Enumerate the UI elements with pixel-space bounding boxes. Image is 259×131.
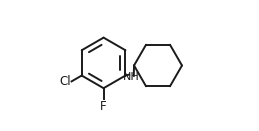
Text: Cl: Cl	[59, 75, 70, 88]
Text: F: F	[100, 100, 107, 113]
Text: NH: NH	[123, 72, 140, 81]
